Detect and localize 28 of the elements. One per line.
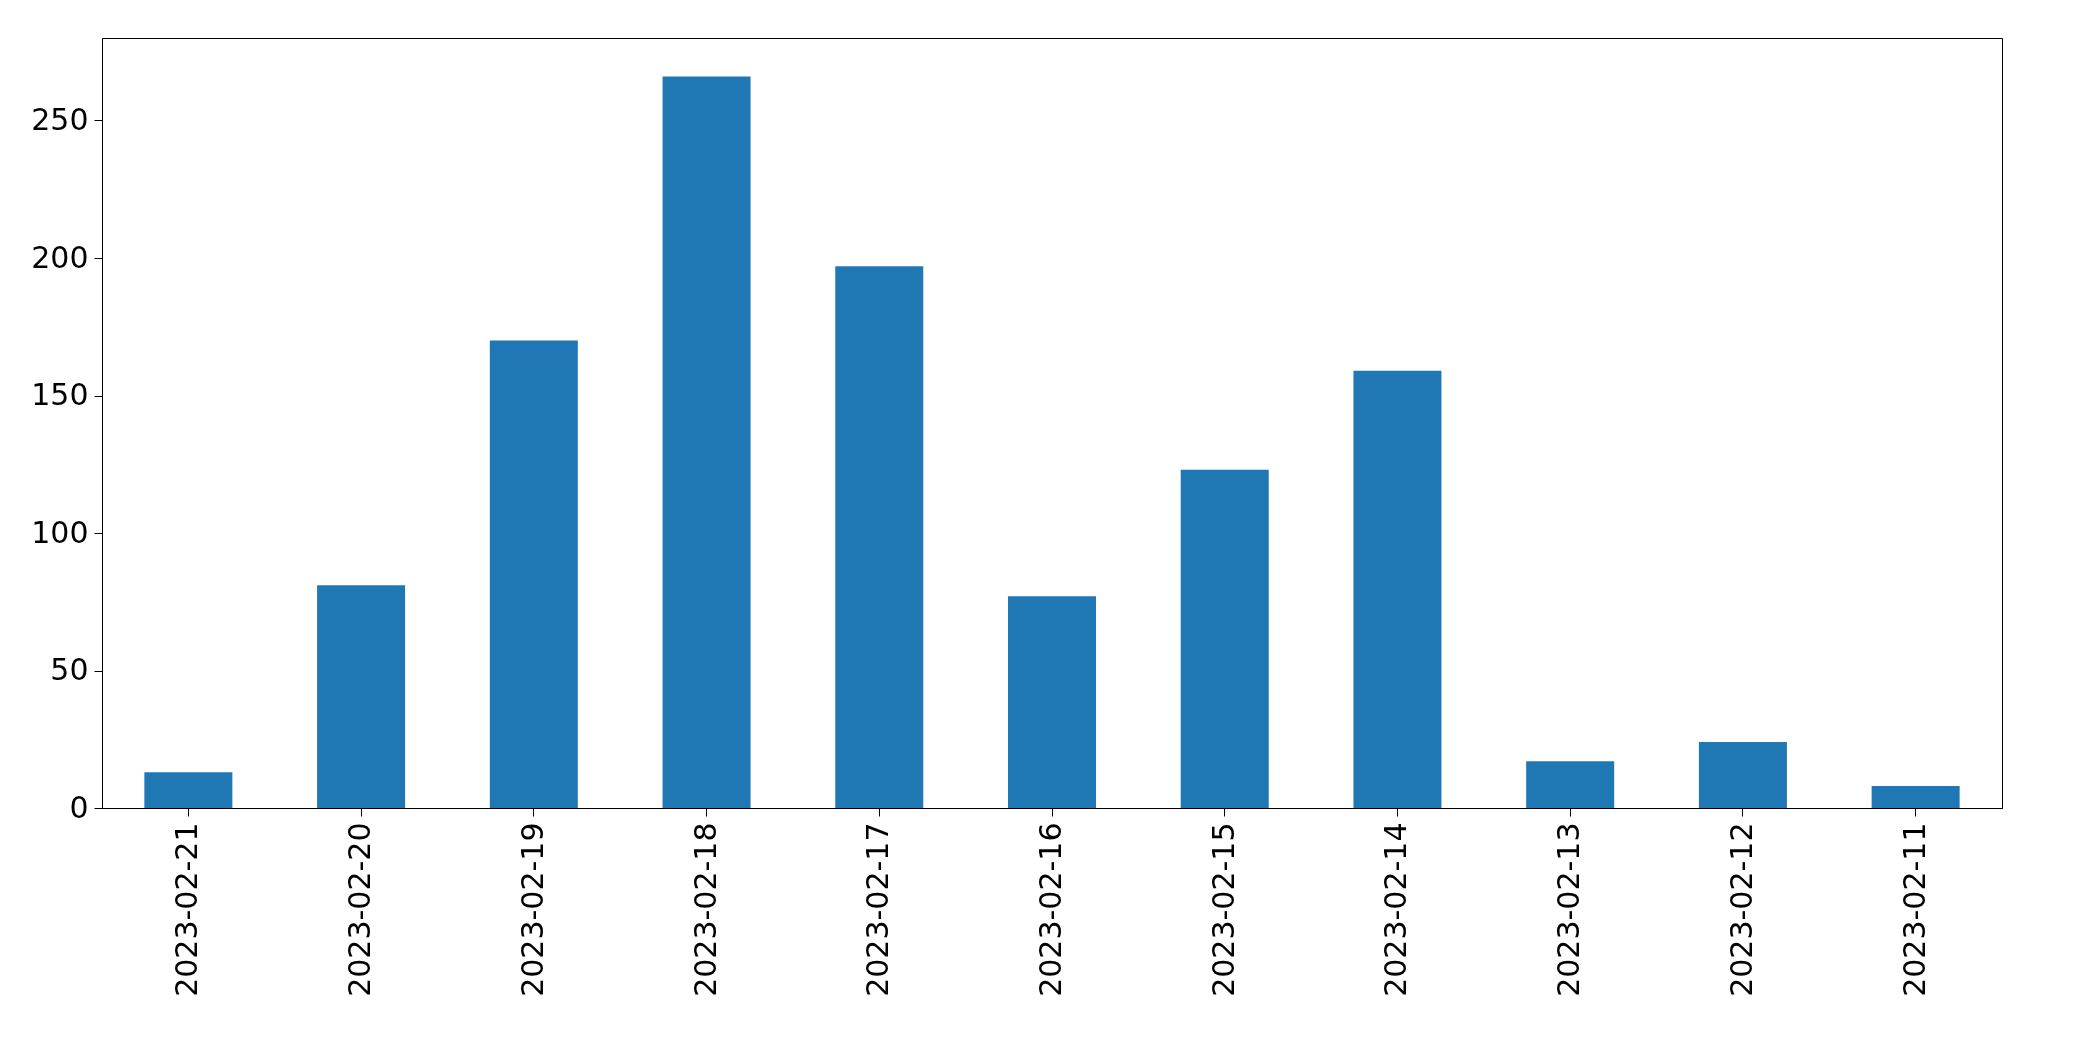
bar: [317, 585, 406, 808]
bar: [1180, 469, 1269, 808]
x-tick-label: 2023-02-14: [1378, 822, 1414, 997]
bar: [1353, 370, 1442, 808]
bar: [1526, 761, 1615, 808]
x-tick-label: 2023-02-20: [342, 822, 378, 997]
bar: [835, 266, 924, 808]
y-tick-label: 150: [31, 377, 89, 412]
bar: [144, 772, 233, 808]
y-tick-label: 0: [69, 789, 89, 825]
y-tick-label: 250: [31, 102, 89, 137]
bar: [662, 76, 751, 808]
x-tick-label: 2023-02-21: [169, 822, 205, 997]
x-tick-label: 2023-02-19: [514, 822, 550, 997]
y-tick-label: 50: [50, 652, 89, 687]
x-tick-label: 2023-02-18: [687, 822, 723, 997]
bar: [1871, 786, 1960, 808]
bar: [1008, 596, 1096, 808]
bar: [1698, 742, 1787, 808]
x-tick-label: 2023-02-15: [1205, 822, 1241, 997]
x-tick-label: 2023-02-16: [1033, 822, 1068, 997]
x-tick-label: 2023-02-12: [1723, 822, 1759, 997]
x-tick-label: 2023-02-13: [1551, 822, 1587, 997]
y-tick-label: 100: [31, 514, 89, 550]
y-tick-label: 200: [31, 239, 89, 275]
x-tick-label: 2023-02-17: [860, 822, 896, 997]
bar: [489, 340, 578, 808]
x-tick-label: 2023-02-11: [1896, 822, 1932, 997]
